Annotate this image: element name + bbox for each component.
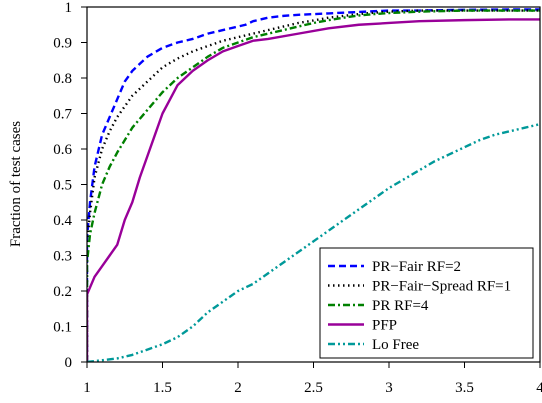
x-tick-label: 3	[385, 380, 393, 396]
series-line-4	[87, 18, 540, 362]
y-tick-label: 0.3	[53, 249, 72, 265]
y-tick-label: 0.7	[53, 107, 72, 123]
y-axis-label: Fraction of test cases	[8, 121, 24, 247]
x-tick-label: 1	[83, 380, 91, 396]
legend-label-1: PR−Fair RF=2	[372, 259, 461, 275]
series-line-5	[87, 122, 540, 362]
series-line-1	[87, 8, 540, 362]
legend-label-2: PR−Fair−Spread RF=1	[372, 279, 511, 295]
legend-box	[319, 247, 534, 359]
x-tick-label: 4	[536, 380, 542, 396]
x-axis: 1 1.5 2 2.5 3 3.5 4	[83, 362, 542, 396]
x-tick-label: 1.5	[153, 380, 172, 396]
legend-label-5: Lo Free	[372, 337, 419, 353]
legend: PR−Fair RF=2 PR−Fair−Spread RF=1 PR RF=4 PF…	[319, 247, 534, 359]
y-tick-label: 0.9	[53, 36, 72, 52]
y-tick-label: 0.1	[53, 320, 72, 336]
series-layer	[87, 8, 540, 362]
x-tick-label: 2	[234, 380, 242, 396]
y-tick-label: 0	[65, 355, 73, 371]
legend-label-3: PR RF=4	[372, 298, 429, 314]
x-tick-label: 2.5	[304, 380, 323, 396]
y-tick-label: 0.8	[53, 71, 72, 87]
legend-label-4: PFP	[372, 318, 397, 334]
y-tick-label: 0.5	[53, 178, 72, 194]
y-tick-label: 1	[65, 0, 73, 16]
y-tick-label: 0.6	[53, 142, 72, 158]
y-tick-label: 0.4	[53, 213, 72, 229]
y-axis: 0 0.1 0.2 0.3 0.4 0.5 0.6 0.7 0.8 0.9 1	[53, 0, 87, 371]
y-tick-label: 0.2	[53, 284, 72, 300]
series-line-3	[87, 9, 540, 362]
x-tick-label: 3.5	[455, 380, 474, 396]
